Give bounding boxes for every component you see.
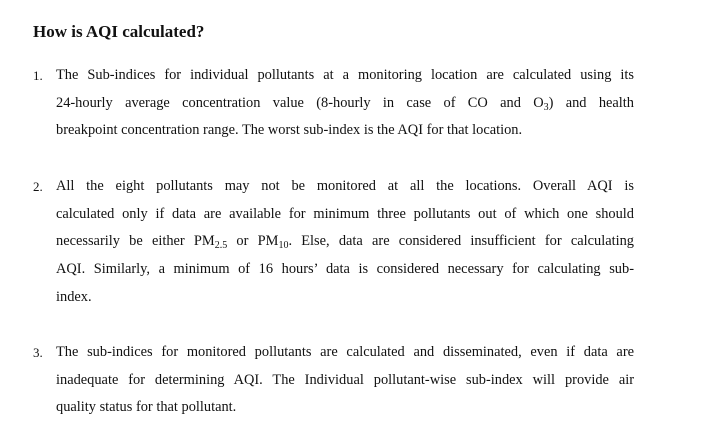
text-line: The sub-indices for monitored pollutants… bbox=[56, 344, 634, 360]
list-number: 1. bbox=[33, 68, 43, 83]
text-line: 24-hourly average concentration value (8… bbox=[56, 90, 634, 118]
list-paragraph: The sub-indices for monitored pollutants… bbox=[56, 339, 634, 422]
subscript: 2.5 bbox=[214, 240, 228, 252]
text-line: breakpoint concentration range. The wors… bbox=[56, 122, 523, 139]
text-line: AQI. Similarly, a minimum of 16 hours’ d… bbox=[56, 261, 634, 278]
text-fragment: or PM bbox=[227, 233, 279, 250]
text-line: All the eight pollutants may not be moni… bbox=[56, 178, 634, 194]
subscript: 3 bbox=[543, 101, 549, 113]
text-line: quality status for that pollutant. bbox=[56, 399, 237, 416]
text-line: inadequate for determining AQI. The Indi… bbox=[56, 371, 634, 388]
text-line: The Sub-indices for individual pollutant… bbox=[56, 67, 634, 83]
list-number: 3. bbox=[33, 345, 43, 360]
text-fragment: ) and health bbox=[548, 94, 634, 111]
text-fragment: necessarily be either PM bbox=[56, 233, 215, 250]
list-number: 2. bbox=[33, 179, 43, 194]
text-line: necessarily be either PM2.5 or PM10. Els… bbox=[56, 228, 634, 256]
text-fragment: . Else, data are considered insufficient… bbox=[288, 233, 634, 250]
text-fragment: 24-hourly average concentration value (8… bbox=[56, 94, 544, 111]
text-line: index. bbox=[56, 288, 92, 305]
list-paragraph: All the eight pollutants may not be moni… bbox=[56, 173, 634, 312]
list-paragraph: The Sub-indices for individual pollutant… bbox=[56, 62, 634, 145]
text-line: calculated only if data are available fo… bbox=[56, 205, 634, 222]
section-heading: How is AQI calculated? bbox=[33, 22, 205, 41]
subscript: 10 bbox=[278, 240, 289, 252]
